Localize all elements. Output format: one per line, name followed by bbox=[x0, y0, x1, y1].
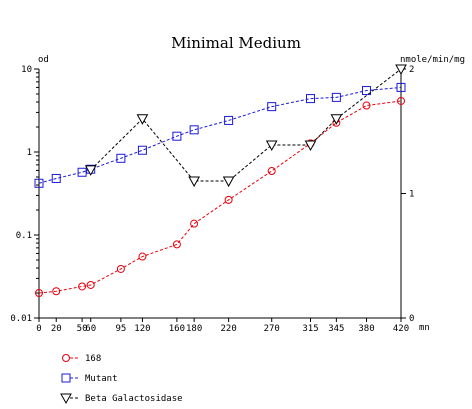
legend: 168 Mutant Beta Galactosidase bbox=[60, 354, 183, 405]
x-tick-label: 315 bbox=[302, 324, 318, 334]
data-point bbox=[395, 64, 407, 76]
right-tick-label: 0 bbox=[409, 314, 414, 324]
data-point bbox=[224, 115, 234, 125]
data-point bbox=[34, 178, 44, 188]
data-point bbox=[396, 82, 406, 92]
x-tick-label: 0 bbox=[36, 324, 41, 334]
data-point bbox=[78, 282, 87, 291]
left-tick-label: 1 bbox=[27, 148, 32, 158]
data-point bbox=[138, 252, 147, 261]
data-point bbox=[51, 173, 61, 183]
legend-label: Beta Galactosidase bbox=[85, 394, 183, 404]
data-point bbox=[172, 240, 181, 249]
x-tick-label: 270 bbox=[264, 324, 280, 334]
data-point bbox=[60, 393, 72, 405]
data-point bbox=[188, 176, 200, 188]
x-tick-label: 420 bbox=[393, 324, 409, 334]
data-point bbox=[137, 145, 147, 155]
left-tick-label: 0.01 bbox=[10, 314, 32, 324]
data-point bbox=[330, 114, 343, 125]
x-tick-label: 380 bbox=[358, 324, 374, 334]
data-point bbox=[304, 140, 317, 151]
data-point bbox=[265, 140, 278, 151]
data-point bbox=[62, 354, 70, 362]
data-point bbox=[86, 280, 95, 289]
legend-label: Mutant bbox=[85, 374, 118, 384]
series-line bbox=[90, 68, 402, 182]
right-tick-label: 1 bbox=[409, 190, 414, 200]
left-tick-label: 0.1 bbox=[16, 231, 32, 241]
data-point bbox=[306, 94, 315, 104]
legend-label: 168 bbox=[85, 354, 101, 364]
data-point bbox=[172, 131, 182, 141]
data-point bbox=[35, 289, 43, 298]
data-point bbox=[77, 167, 87, 177]
data-point bbox=[362, 101, 371, 110]
x-tick-label: 345 bbox=[328, 324, 344, 334]
series-line bbox=[38, 100, 402, 294]
x-axis-label: mn bbox=[419, 323, 430, 333]
left-axis-label: od bbox=[38, 55, 49, 65]
data-point bbox=[362, 86, 372, 96]
data-point bbox=[267, 102, 277, 112]
left-tick-label: 10 bbox=[21, 65, 32, 75]
data-point bbox=[189, 125, 199, 135]
data-point bbox=[190, 219, 199, 228]
data-point bbox=[116, 264, 125, 273]
data-point bbox=[224, 195, 233, 204]
x-tick-label: 220 bbox=[220, 324, 236, 334]
data-point bbox=[397, 96, 405, 105]
x-tick-label: 180 bbox=[186, 324, 202, 334]
chart-title: Minimal Medium bbox=[171, 34, 301, 52]
x-tick-label: 120 bbox=[134, 324, 150, 334]
data-point bbox=[222, 176, 235, 188]
data-point bbox=[331, 92, 341, 102]
data-point bbox=[61, 373, 71, 383]
right-tick-label: 2 bbox=[409, 65, 414, 75]
data-point bbox=[267, 167, 276, 176]
data-point bbox=[136, 114, 149, 125]
data-point bbox=[52, 287, 61, 296]
x-tick-label: 60 bbox=[85, 324, 96, 334]
data-point bbox=[84, 165, 97, 176]
right-axis-label: nmole/min/mg bbox=[400, 55, 465, 65]
data-point bbox=[116, 153, 126, 163]
x-tick-label: 95 bbox=[115, 324, 126, 334]
x-tick-label: 20 bbox=[51, 324, 62, 334]
x-tick-label: 160 bbox=[169, 324, 185, 334]
x-tick-label: 50 bbox=[77, 324, 88, 334]
